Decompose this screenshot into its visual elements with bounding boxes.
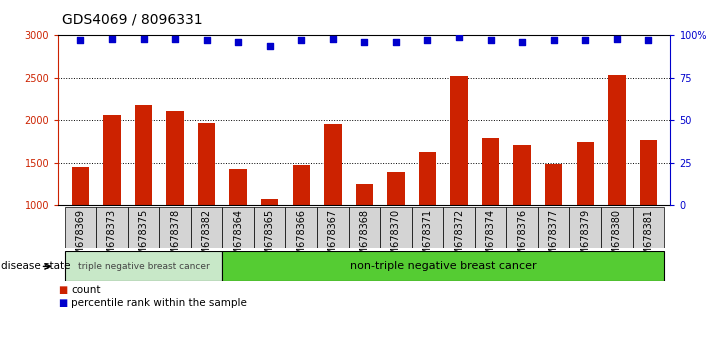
Point xyxy=(516,39,528,45)
Bar xyxy=(577,142,594,290)
Text: GSM678382: GSM678382 xyxy=(202,209,212,268)
Bar xyxy=(191,207,223,248)
Bar xyxy=(159,207,191,248)
Point xyxy=(75,38,86,43)
Bar xyxy=(570,207,601,248)
Text: percentile rank within the sample: percentile rank within the sample xyxy=(71,298,247,308)
Text: ■: ■ xyxy=(58,298,68,308)
Bar xyxy=(96,207,128,248)
Bar xyxy=(72,167,89,290)
Bar xyxy=(198,123,215,290)
Point xyxy=(390,39,402,45)
Text: non-triple negative breast cancer: non-triple negative breast cancer xyxy=(350,261,537,272)
Bar xyxy=(380,207,412,248)
Bar xyxy=(538,207,570,248)
Text: GSM678366: GSM678366 xyxy=(296,209,306,268)
Bar xyxy=(419,152,436,290)
Point xyxy=(358,39,370,45)
Bar xyxy=(135,105,152,290)
Bar xyxy=(412,207,443,248)
Point xyxy=(611,36,623,42)
Bar xyxy=(254,207,286,248)
Text: GSM678379: GSM678379 xyxy=(580,209,590,268)
Point xyxy=(296,38,307,43)
Bar xyxy=(324,124,341,290)
Bar xyxy=(65,251,223,281)
Point xyxy=(264,43,275,48)
Text: count: count xyxy=(71,285,100,295)
Bar xyxy=(443,207,475,248)
Bar xyxy=(545,164,562,290)
Bar xyxy=(348,207,380,248)
Point xyxy=(422,38,433,43)
Point xyxy=(138,36,149,42)
Text: disease state: disease state xyxy=(1,261,71,272)
Text: GDS4069 / 8096331: GDS4069 / 8096331 xyxy=(62,12,203,27)
Bar xyxy=(230,169,247,290)
Text: GSM678374: GSM678374 xyxy=(486,209,496,268)
Bar xyxy=(506,207,538,248)
Bar xyxy=(223,251,664,281)
Text: GSM678368: GSM678368 xyxy=(359,209,370,268)
Text: GSM678378: GSM678378 xyxy=(170,209,180,268)
Text: GSM678375: GSM678375 xyxy=(139,209,149,268)
Text: GSM678372: GSM678372 xyxy=(454,209,464,268)
Bar xyxy=(166,111,183,290)
Point xyxy=(232,39,244,45)
Text: GSM678376: GSM678376 xyxy=(517,209,527,268)
Text: ■: ■ xyxy=(58,285,68,295)
Text: GSM678377: GSM678377 xyxy=(549,209,559,268)
Point xyxy=(106,36,117,42)
Bar xyxy=(317,207,348,248)
Point xyxy=(201,38,213,43)
Point xyxy=(327,36,338,42)
Bar xyxy=(450,76,468,290)
Text: triple negative breast cancer: triple negative breast cancer xyxy=(77,262,209,271)
Point xyxy=(485,38,496,43)
Bar xyxy=(223,207,254,248)
Bar xyxy=(513,145,531,290)
Bar xyxy=(475,207,506,248)
Point xyxy=(169,36,181,42)
Bar xyxy=(482,138,499,290)
Point xyxy=(579,38,591,43)
Bar xyxy=(640,140,657,290)
Text: GSM678381: GSM678381 xyxy=(643,209,653,268)
Bar xyxy=(65,207,96,248)
Bar xyxy=(601,207,633,248)
Point xyxy=(454,34,465,40)
Text: GSM678365: GSM678365 xyxy=(264,209,274,268)
Text: GSM678370: GSM678370 xyxy=(391,209,401,268)
Text: GSM678369: GSM678369 xyxy=(75,209,85,268)
Text: GSM678367: GSM678367 xyxy=(328,209,338,268)
Bar xyxy=(387,172,405,290)
Bar xyxy=(286,207,317,248)
Text: GSM678380: GSM678380 xyxy=(612,209,622,268)
Bar xyxy=(293,165,310,290)
Bar xyxy=(128,207,159,248)
Bar xyxy=(261,199,279,290)
Text: GSM678364: GSM678364 xyxy=(233,209,243,268)
Text: GSM678373: GSM678373 xyxy=(107,209,117,268)
Text: GSM678371: GSM678371 xyxy=(422,209,432,268)
Bar xyxy=(103,115,121,290)
Point xyxy=(548,38,560,43)
Bar xyxy=(356,184,373,290)
Bar xyxy=(633,207,664,248)
Bar xyxy=(608,75,626,290)
Point xyxy=(643,38,654,43)
